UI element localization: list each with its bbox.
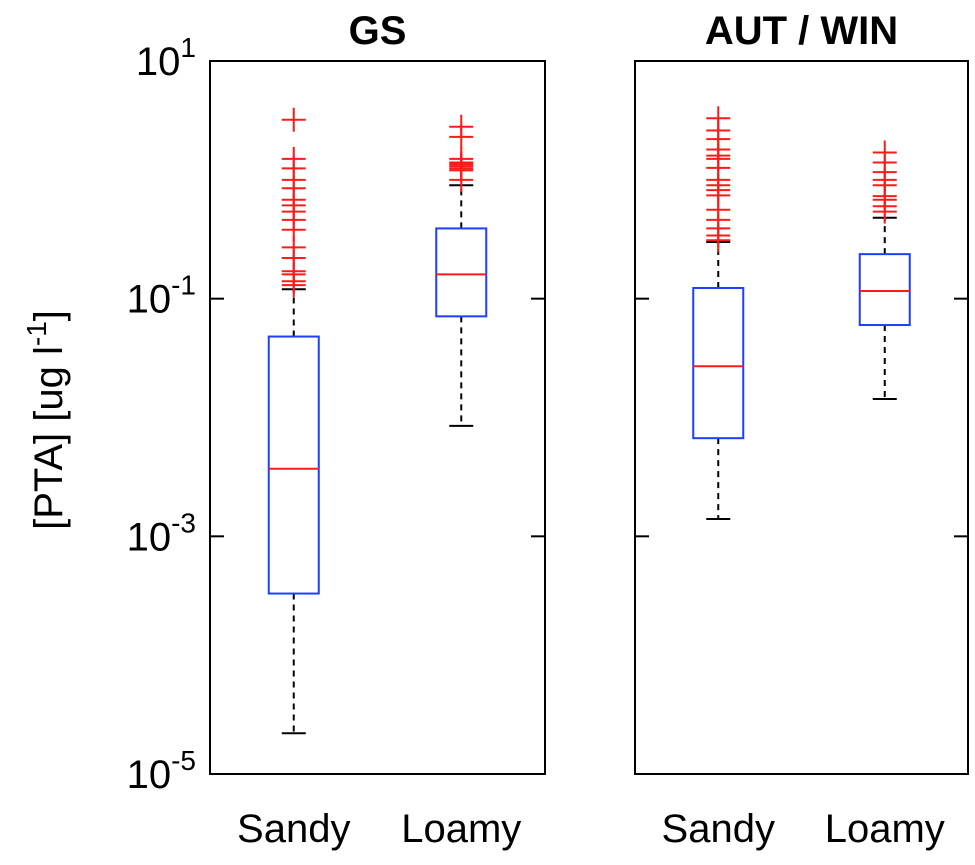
outlier <box>449 124 474 149</box>
y-tick-exp: -3 <box>171 507 196 538</box>
panel-title: AUT / WIN <box>705 9 898 53</box>
y-tick-label: 10-1 <box>127 270 196 322</box>
plot-frame <box>209 60 546 775</box>
x-tick-label: Loamy <box>825 807 945 851</box>
outlier <box>872 199 897 224</box>
box <box>435 227 488 318</box>
x-tick-label: Sandy <box>662 807 775 851</box>
y-axis-label-text: [PTA] [ug l <box>27 346 71 530</box>
y-axis-label-sup: -1 <box>21 321 52 346</box>
y-axis-label: [PTA] [ug l-1] <box>21 310 71 530</box>
y-tick-base: 10 <box>127 278 172 322</box>
panel-title: GS <box>349 9 407 53</box>
plot-frame <box>634 60 969 775</box>
outlier <box>706 228 731 253</box>
y-tick-exp: 1 <box>180 32 196 63</box>
outlier <box>449 167 474 192</box>
y-tick-base: 10 <box>127 515 172 559</box>
y-tick-base: 10 <box>136 40 181 84</box>
y-tick-label: 10-3 <box>127 507 196 559</box>
y-tick-label: 101 <box>136 32 196 84</box>
x-tick-label: Sandy <box>237 807 350 851</box>
box <box>858 253 911 327</box>
outlier <box>281 273 306 298</box>
y-tick-exp: -5 <box>171 745 196 776</box>
box <box>692 286 745 440</box>
y-tick-label: 10-5 <box>127 745 196 797</box>
y-tick-exp: -1 <box>171 270 196 301</box>
box <box>267 335 320 595</box>
y-tick-base: 10 <box>127 753 172 797</box>
outlier <box>281 107 306 132</box>
x-tick-label: Loamy <box>401 807 521 851</box>
y-axis-label-end: ] <box>27 310 71 321</box>
